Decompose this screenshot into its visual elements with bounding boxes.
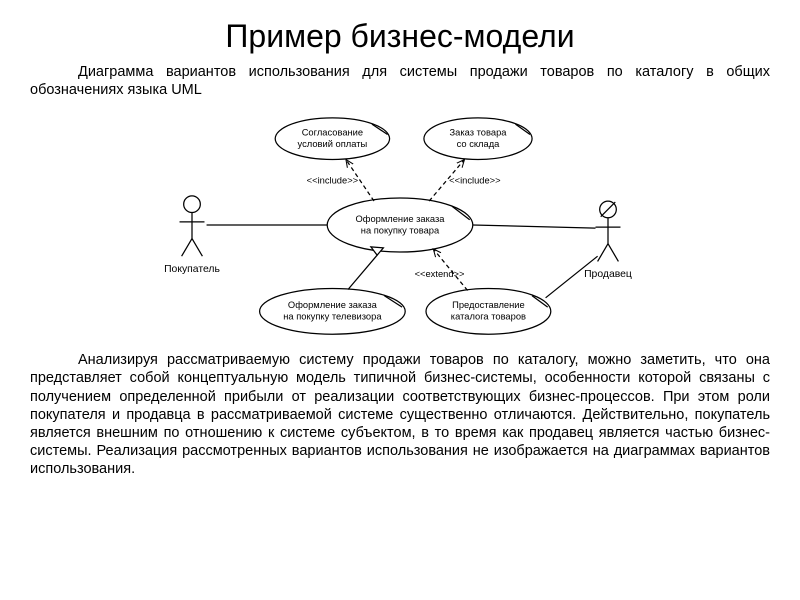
svg-text:на покупку телевизора: на покупку телевизора [283, 312, 382, 322]
svg-text:на покупку товара: на покупку товара [361, 226, 440, 236]
svg-text:условий оплаты: условий оплаты [298, 139, 368, 149]
usecase-pay: Согласование условий оплаты [275, 118, 389, 160]
rel-include-pay-label: <<include>> [307, 176, 358, 186]
svg-text:со склада: со склада [457, 139, 501, 149]
slide: Пример бизнес-модели Диаграмма вариантов… [0, 0, 800, 600]
rel-generalization-tv [348, 247, 383, 290]
rel-include-stock-label: <<include>> [449, 176, 500, 186]
actor-buyer: Покупатель [164, 196, 220, 275]
svg-text:Заказ товара: Заказ товара [450, 128, 508, 138]
rel-extend-label: <<extend>> [415, 269, 465, 279]
svg-text:Предоставление: Предоставление [452, 300, 525, 310]
usecase-tv: Оформление заказа на покупку телевизора [260, 289, 406, 335]
svg-text:каталога товаров: каталога товаров [451, 312, 526, 322]
svg-text:Оформление заказа: Оформление заказа [288, 300, 378, 310]
usecase-center: Оформление заказа на покупку товара [327, 198, 473, 252]
actor-seller-label: Продавец [584, 269, 632, 280]
use-case-diagram: Покупатель Продавец Оформление заказа на… [140, 105, 660, 345]
actor-buyer-label: Покупатель [164, 264, 220, 275]
usecase-catalog: Предоставление каталога товаров [426, 289, 551, 335]
svg-text:Оформление заказа: Оформление заказа [356, 214, 446, 224]
diagram-container: Покупатель Продавец Оформление заказа на… [30, 105, 770, 345]
svg-text:Согласование: Согласование [302, 128, 363, 138]
body-text: Анализируя рассматриваемую систему прода… [30, 351, 770, 478]
page-title: Пример бизнес-модели [30, 18, 770, 55]
actor-seller: Продавец [584, 201, 632, 280]
assoc-seller-center [473, 225, 596, 228]
usecase-stock: Заказ товара со склада [424, 118, 532, 160]
intro-text: Диаграмма вариантов использования для си… [30, 63, 770, 99]
